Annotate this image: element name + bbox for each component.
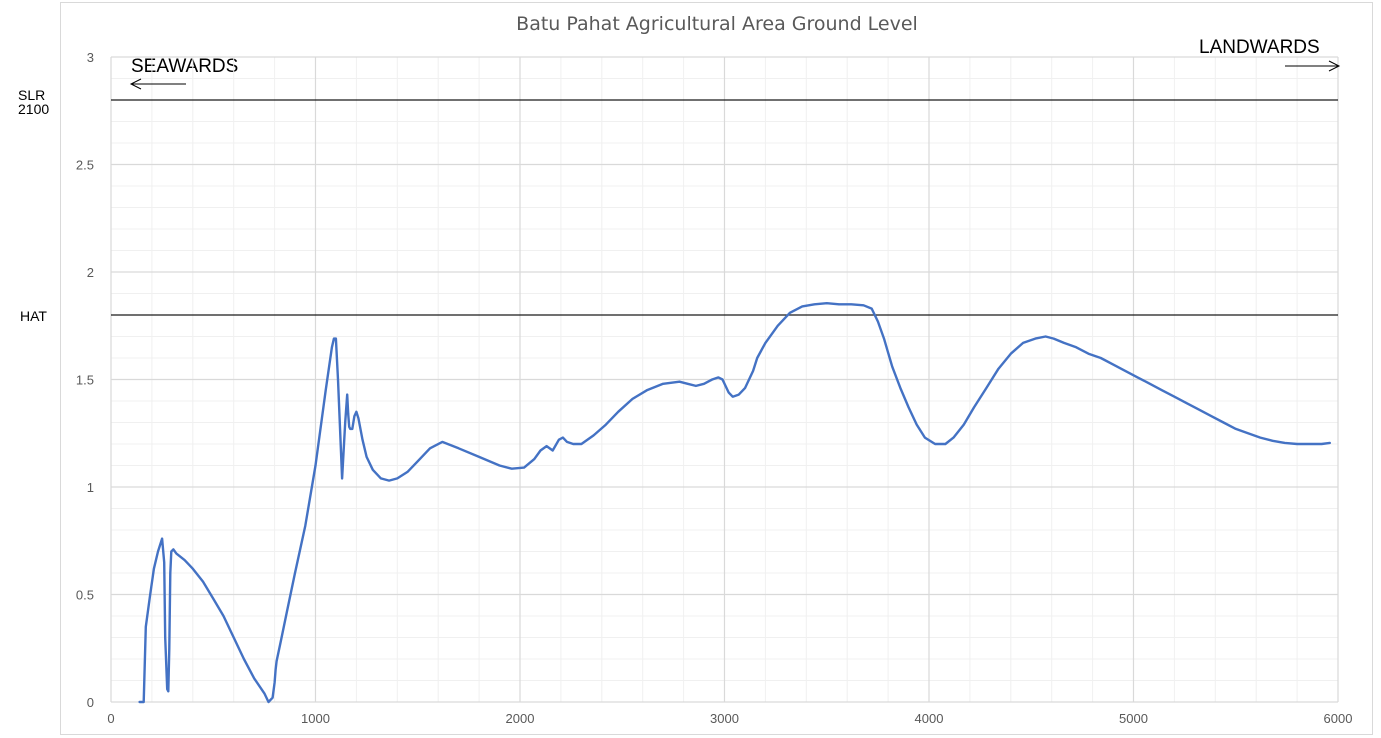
reference-lines <box>111 99 1338 316</box>
seawards-annotation: SEAWARDS <box>131 56 239 77</box>
direction-arrows <box>129 60 1341 90</box>
y-tick-label: 0.5 <box>76 588 94 603</box>
reference-line-label-slr-line-2: 2100 <box>18 101 50 117</box>
chart-title: Batu Pahat Agricultural Area Ground Leve… <box>516 13 918 35</box>
y-tick-label: 1 <box>87 480 94 495</box>
x-tick-label: 0 <box>107 711 114 726</box>
x-tick-label: 4000 <box>915 711 944 726</box>
x-tick-label: 5000 <box>1119 711 1148 726</box>
y-tick-label: 3 <box>87 50 94 65</box>
y-tick-label: 1.5 <box>76 373 94 388</box>
landwards-annotation: LANDWARDS <box>1199 37 1320 58</box>
landwards-arrow-head-icon <box>1328 60 1341 72</box>
reference-line-label-hat: HAT <box>20 308 47 324</box>
x-tick-label: 6000 <box>1324 711 1353 726</box>
major-gridlines <box>110 56 1339 703</box>
series-group <box>138 302 1332 704</box>
reference-line-label-slr-2100: SLR 2100 <box>18 88 49 116</box>
ground-level-line <box>138 302 1332 704</box>
x-tick-label: 2000 <box>506 711 535 726</box>
x-tick-label: 3000 <box>710 711 739 726</box>
x-tick-label: 1000 <box>301 711 330 726</box>
y-axis-ticks: 0 0.5 1 1.5 2 2.5 3 <box>76 50 94 710</box>
y-tick-label: 0 <box>87 695 94 710</box>
chart-area-frame <box>60 2 1373 735</box>
seawards-arrow-head-icon <box>129 78 142 90</box>
x-axis-ticks: 0 1000 2000 3000 4000 5000 6000 <box>107 711 1352 726</box>
y-tick-label: 2.5 <box>76 158 94 173</box>
y-tick-label: 2 <box>87 265 94 280</box>
reference-line-label-slr-line-1: SLR <box>18 87 46 103</box>
